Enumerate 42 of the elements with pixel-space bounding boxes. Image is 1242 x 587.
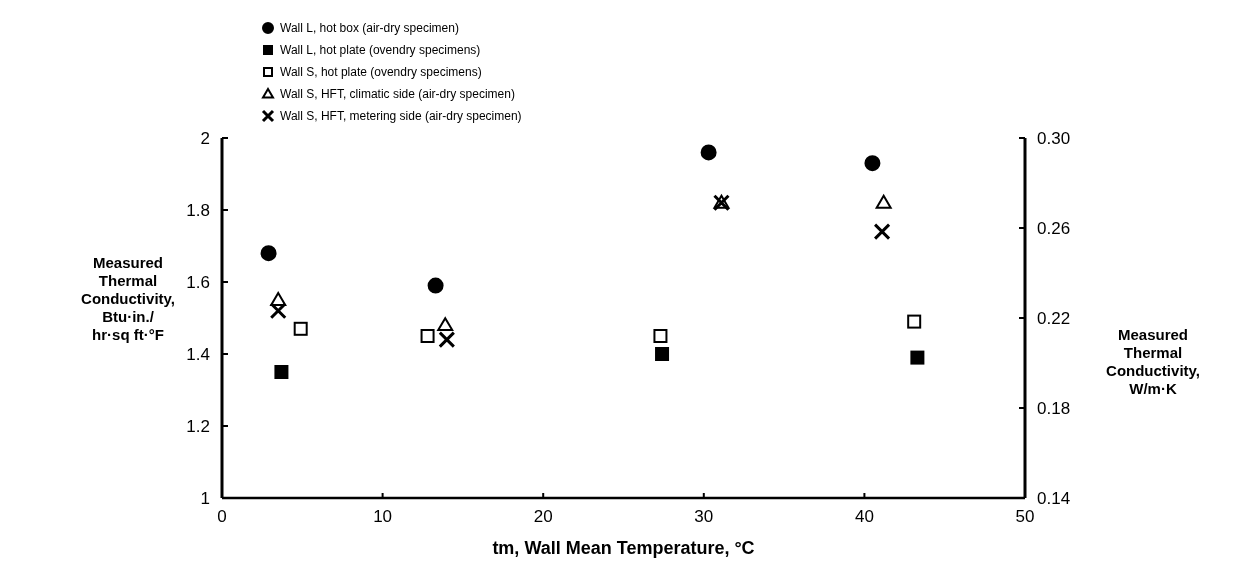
point [910, 350, 925, 365]
point [875, 194, 892, 209]
y-axis-title: Measured Thermal Conductivity, Btu·in./ hr·sq ft·°F [81, 254, 175, 343]
point [269, 302, 287, 320]
point [274, 365, 289, 379]
point [437, 317, 454, 332]
y2-tick-label: 0.26 [1037, 218, 1071, 238]
point [420, 329, 435, 343]
legend-label: Wall S, HFT, climatic side (air-dry specimen) [280, 87, 515, 102]
point [655, 347, 670, 361]
point [427, 277, 444, 294]
point [260, 245, 277, 262]
x-tick-label: 20 [533, 507, 553, 526]
x-axis-title: tm, Wall Mean Temperature, °C [492, 538, 755, 558]
y-tick-label: 1.4 [186, 344, 210, 364]
x-tick-label: 0 [217, 507, 227, 526]
y2-tick-label: 0.18 [1037, 398, 1071, 418]
point [438, 331, 456, 349]
legend-label: Wall S, HFT, metering side (air-dry specimen) [280, 109, 522, 124]
x-tick-label: 30 [694, 507, 714, 526]
y-tick-label: 1 [200, 488, 210, 508]
point [907, 314, 922, 329]
y2-tick-label: 0.30 [1037, 128, 1071, 148]
y2-tick-label: 0.22 [1037, 308, 1071, 328]
y-tick-label: 1.8 [186, 200, 210, 220]
y-tick-label: 1.6 [186, 272, 210, 292]
legend-label: Wall L, hot box (air-dry specimen) [280, 21, 459, 36]
x-tick-label: 10 [373, 507, 393, 526]
point [293, 321, 308, 336]
y2-axis-title: Measured Thermal Conductivity, W/m·K [1106, 326, 1200, 397]
legend-label: Wall L, hot plate (ovendry specimens) [280, 43, 481, 58]
y2-tick-label: 0.14 [1037, 488, 1071, 508]
point [653, 329, 668, 343]
y-tick-label: 1.2 [186, 416, 210, 436]
y-tick-label: 2 [200, 128, 210, 148]
x-tick-label: 50 [1015, 507, 1035, 526]
point [864, 155, 881, 172]
point [873, 223, 891, 241]
x-tick-label: 40 [854, 507, 874, 526]
legend-label: Wall S, hot plate (ovendry specimens) [280, 65, 482, 80]
point [700, 144, 717, 161]
point [270, 292, 287, 306]
